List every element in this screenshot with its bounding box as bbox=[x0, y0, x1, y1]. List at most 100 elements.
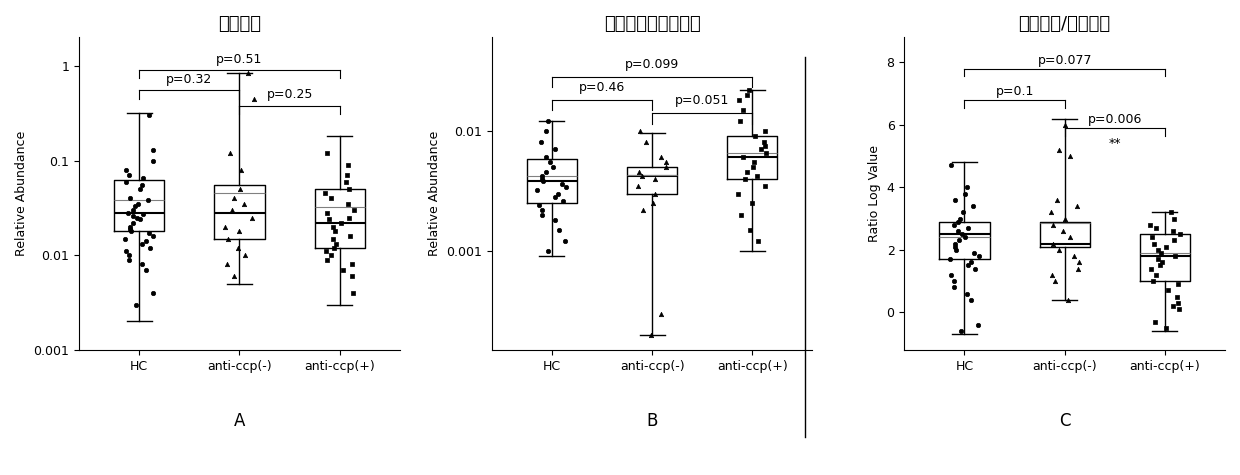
Text: p=0.25: p=0.25 bbox=[267, 88, 312, 101]
Point bbox=[326, 241, 346, 248]
Point bbox=[538, 247, 558, 255]
Point bbox=[119, 209, 139, 217]
Point bbox=[321, 194, 341, 202]
Point bbox=[966, 265, 986, 272]
Point bbox=[944, 284, 963, 291]
Point bbox=[1043, 221, 1063, 228]
Point bbox=[317, 209, 337, 217]
Point bbox=[1164, 215, 1184, 222]
Point bbox=[144, 232, 164, 240]
Point bbox=[965, 249, 985, 257]
Point bbox=[629, 182, 649, 190]
Point bbox=[223, 272, 243, 280]
Point bbox=[552, 180, 572, 188]
Text: **: ** bbox=[1109, 137, 1121, 151]
Point bbox=[1058, 296, 1078, 304]
Point bbox=[941, 271, 961, 279]
Point bbox=[634, 206, 653, 214]
Text: p=0.1: p=0.1 bbox=[996, 86, 1034, 98]
Point bbox=[532, 172, 552, 180]
Point bbox=[140, 244, 160, 251]
Text: p=0.32: p=0.32 bbox=[166, 73, 212, 86]
Point bbox=[645, 190, 665, 198]
Point bbox=[133, 181, 153, 189]
Point bbox=[733, 153, 753, 161]
Point bbox=[754, 139, 774, 146]
Point bbox=[651, 310, 671, 317]
Point bbox=[632, 172, 652, 180]
Text: p=0.077: p=0.077 bbox=[1038, 54, 1092, 67]
Point bbox=[755, 142, 775, 150]
Point bbox=[1164, 237, 1184, 244]
Point bbox=[130, 185, 150, 193]
Text: p=0.051: p=0.051 bbox=[675, 95, 729, 107]
Point bbox=[218, 235, 238, 242]
Y-axis label: Relative Abundance: Relative Abundance bbox=[15, 131, 29, 256]
Point bbox=[332, 266, 352, 274]
Point bbox=[532, 211, 552, 218]
Point bbox=[1163, 228, 1183, 235]
Point bbox=[532, 206, 552, 214]
Point bbox=[1141, 265, 1161, 272]
Point bbox=[735, 175, 755, 182]
Point bbox=[123, 212, 143, 220]
Point bbox=[750, 146, 770, 153]
Point bbox=[115, 235, 135, 242]
Point bbox=[242, 214, 262, 221]
Point bbox=[949, 218, 968, 226]
Title: 非发酵菌（耗丁酸）: 非发酵菌（耗丁酸） bbox=[604, 15, 701, 33]
Point bbox=[119, 256, 139, 263]
Point bbox=[229, 227, 249, 235]
Point bbox=[119, 171, 139, 179]
Point bbox=[133, 210, 153, 218]
Point bbox=[755, 127, 775, 134]
Point bbox=[120, 225, 140, 233]
Point bbox=[128, 214, 148, 221]
Point bbox=[1069, 258, 1089, 266]
Point bbox=[123, 206, 143, 214]
Text: A: A bbox=[234, 412, 246, 430]
Point bbox=[124, 219, 144, 227]
Point bbox=[1168, 280, 1188, 288]
Point bbox=[144, 146, 164, 153]
Point bbox=[546, 193, 565, 201]
Point bbox=[217, 261, 237, 268]
Point bbox=[1146, 271, 1166, 279]
Point bbox=[339, 161, 358, 169]
Point bbox=[342, 272, 362, 280]
Point bbox=[325, 244, 345, 251]
Point bbox=[957, 262, 977, 269]
Point bbox=[543, 163, 563, 171]
Point bbox=[544, 217, 564, 224]
Point bbox=[955, 190, 975, 198]
Point bbox=[336, 178, 356, 185]
Point bbox=[951, 215, 971, 222]
Point bbox=[136, 266, 156, 274]
Text: p=0.46: p=0.46 bbox=[579, 81, 625, 94]
Point bbox=[1068, 202, 1087, 210]
Point bbox=[656, 163, 676, 171]
Point bbox=[755, 182, 775, 190]
Point bbox=[645, 175, 665, 182]
Point bbox=[949, 228, 968, 235]
Point bbox=[556, 183, 575, 191]
Point bbox=[532, 175, 552, 182]
Point bbox=[120, 227, 140, 235]
Point bbox=[339, 214, 358, 221]
Point bbox=[1049, 246, 1069, 254]
Point bbox=[744, 158, 764, 166]
Point bbox=[331, 219, 351, 227]
Point bbox=[732, 211, 751, 218]
Point bbox=[968, 321, 988, 329]
Point bbox=[340, 185, 360, 193]
Point bbox=[133, 174, 153, 182]
Point bbox=[317, 149, 337, 157]
Point bbox=[234, 200, 254, 208]
Point bbox=[733, 106, 753, 114]
Title: 产丁酸菌/非发酵菌: 产丁酸菌/非发酵菌 bbox=[1018, 15, 1111, 33]
Point bbox=[216, 223, 236, 230]
Text: p=0.51: p=0.51 bbox=[216, 53, 263, 66]
Point bbox=[115, 178, 135, 185]
Point bbox=[553, 197, 573, 205]
Point bbox=[739, 86, 759, 94]
